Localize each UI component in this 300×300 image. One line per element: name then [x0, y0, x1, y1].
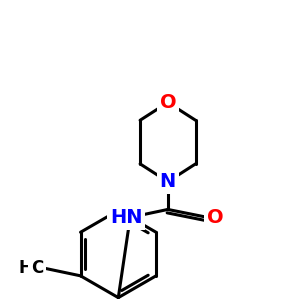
Text: C: C: [31, 259, 43, 277]
Text: HN: HN: [110, 208, 142, 227]
Text: O: O: [207, 208, 224, 227]
Text: 3: 3: [27, 264, 35, 278]
Text: O: O: [160, 93, 176, 112]
Text: H: H: [18, 259, 32, 277]
Text: N: N: [160, 172, 176, 191]
